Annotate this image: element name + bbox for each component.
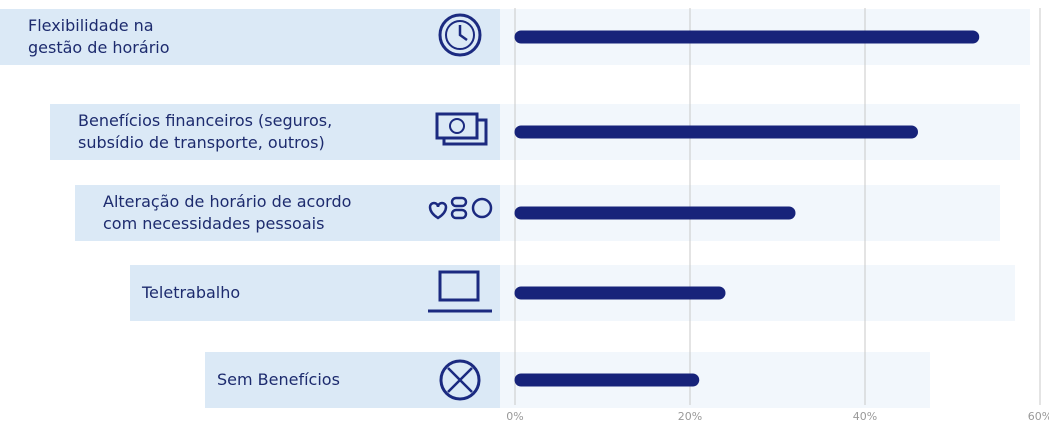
x-tick-label: 20% — [678, 410, 702, 423]
laptop-icon — [428, 270, 492, 313]
category-label: Benefícios financeiros (seguros, subsídi… — [78, 111, 333, 152]
category-label: Alteração de horário de acordo com neces… — [103, 192, 352, 233]
icons — [428, 13, 493, 401]
label-box — [205, 352, 500, 408]
bars — [514, 30, 980, 387]
people-icon — [428, 196, 493, 220]
category-label: Flexibilidade na gestão de horário — [28, 16, 170, 57]
x-tick-label: 40% — [853, 410, 877, 423]
label-box — [0, 9, 500, 65]
clock-icon — [438, 13, 482, 57]
category-label: Sem Benefícios — [217, 370, 340, 389]
category-label: Teletrabalho — [142, 283, 241, 302]
label-box — [50, 104, 500, 160]
no-icon — [439, 359, 481, 401]
x-tick-label: 60% — [1028, 410, 1049, 423]
money-icon — [435, 112, 488, 146]
label-box — [75, 185, 500, 241]
x-tick-label: 0% — [506, 410, 523, 423]
